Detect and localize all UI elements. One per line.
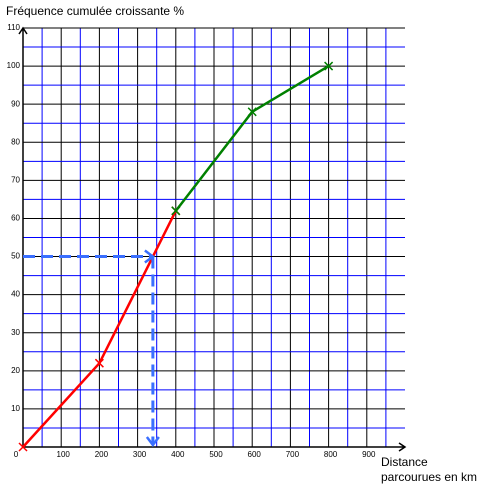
x-tick-label: 700 — [286, 450, 300, 459]
reading-arrow — [144, 249, 155, 264]
x-tick-label: 200 — [95, 450, 109, 459]
x-tick-label: 800 — [324, 450, 338, 459]
chart-title: Fréquence cumulée croissante % — [6, 4, 184, 18]
y-tick-label: 10 — [11, 404, 20, 413]
y-tick-label: 110 — [7, 23, 20, 32]
y-tick-label: 30 — [11, 328, 20, 337]
point-marker — [18, 442, 28, 452]
y-tick-label: 90 — [11, 99, 20, 108]
y-tick-label: 60 — [11, 214, 20, 223]
x-tick-label: 400 — [171, 450, 185, 459]
y-tick-label: 100 — [7, 61, 21, 70]
x-tick-label: 100 — [57, 450, 71, 459]
x-tick-label: 900 — [362, 450, 376, 459]
y-tick-label: 80 — [11, 137, 20, 146]
x-axis-label: parcourues en km — [381, 470, 477, 484]
point-marker — [324, 61, 334, 71]
x-tick-label: 600 — [248, 450, 262, 459]
y-tick-label: 20 — [11, 366, 20, 375]
y-tick-label: 40 — [11, 290, 20, 299]
y-tick-label: 70 — [11, 175, 20, 184]
x-tick-label: 300 — [133, 450, 147, 459]
point-marker — [171, 206, 181, 216]
x-tick-label: 500 — [209, 450, 223, 459]
point-marker — [94, 358, 104, 368]
x-tick-label: 0 — [14, 450, 19, 459]
point-marker — [247, 107, 257, 117]
y-axis — [18, 26, 28, 447]
reading-arrow — [145, 436, 160, 448]
y-tick-label: 50 — [11, 252, 20, 261]
x-axis-label: Distance — [381, 455, 428, 469]
x-axis — [23, 442, 407, 452]
